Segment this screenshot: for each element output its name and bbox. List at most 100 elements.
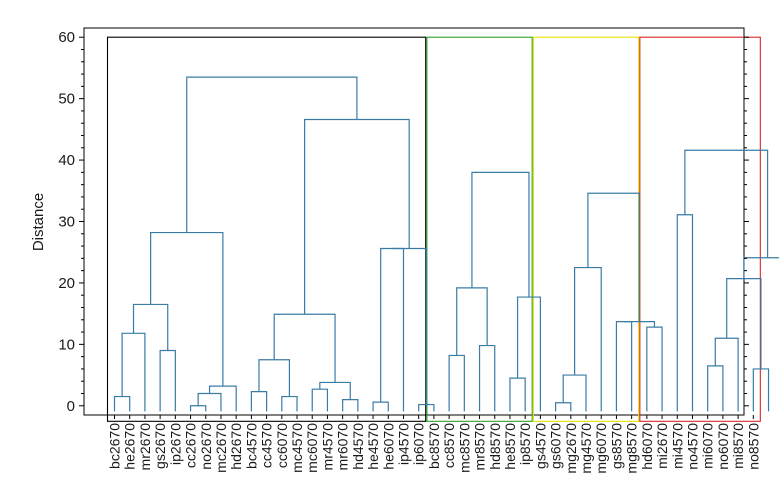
dendrogram-link bbox=[743, 257, 779, 279]
dendrogram-link bbox=[587, 192, 640, 322]
x-axis: bc2670 he2670 mr2670 gs2670 ip2670 cc2670 no26… bbox=[107, 415, 761, 474]
dendrogram-link bbox=[509, 377, 526, 412]
leaf-label: mc4570 bbox=[289, 423, 305, 473]
y-tick-label: 50 bbox=[58, 91, 75, 108]
leaf-label: gs2670 bbox=[152, 423, 168, 469]
dendrogram-link bbox=[516, 296, 541, 412]
dendrogram-link bbox=[392, 247, 427, 405]
dendrogram-link bbox=[752, 368, 770, 412]
leaf-label: hd6070 bbox=[639, 423, 655, 470]
y-tick-label: 30 bbox=[58, 214, 75, 231]
leaf-label: bc4570 bbox=[243, 423, 259, 469]
dendrogram-link bbox=[372, 401, 389, 412]
leaf-label: cc4570 bbox=[259, 423, 275, 468]
leaf-label: he8570 bbox=[502, 423, 518, 470]
dendrogram-link bbox=[615, 321, 633, 412]
dendrogram-link bbox=[186, 76, 358, 233]
dendrogram-link bbox=[311, 388, 329, 412]
leaf-label: mg4570 bbox=[578, 423, 594, 474]
dendrogram-link bbox=[150, 231, 224, 387]
cluster-boxes bbox=[106, 36, 761, 422]
leaf-label: mi4570 bbox=[669, 423, 685, 469]
dendrogram-link bbox=[132, 303, 169, 351]
dendrogram-link bbox=[113, 395, 131, 412]
leaf-label: no4570 bbox=[684, 423, 700, 470]
y-tick-label: 40 bbox=[58, 152, 75, 169]
leaf-label: mr2670 bbox=[137, 423, 153, 471]
y-tick-label: 60 bbox=[58, 29, 75, 46]
dendrogram-link bbox=[418, 403, 435, 412]
dendrogram-link bbox=[319, 381, 351, 400]
leaf-label: mg6070 bbox=[593, 423, 609, 474]
dendrogram-link bbox=[554, 402, 572, 412]
y-axis: 0 10 20 30 40 50 60 bbox=[58, 29, 749, 415]
leaf-label: no6070 bbox=[715, 423, 731, 470]
leaf-label: gs6070 bbox=[548, 423, 564, 469]
leaf-label: mc6070 bbox=[304, 423, 320, 473]
dendrogram-branches bbox=[113, 76, 779, 412]
dendrogram-link bbox=[684, 149, 769, 258]
cluster-box bbox=[106, 36, 427, 422]
leaf-label: hd4570 bbox=[350, 423, 366, 470]
leaf-label: mg8570 bbox=[624, 423, 640, 474]
dendrogram-link bbox=[281, 395, 298, 412]
leaf-label: ip6070 bbox=[411, 423, 427, 465]
dendrogram-link bbox=[258, 359, 291, 397]
cluster-box bbox=[426, 36, 533, 422]
leaf-label: he2670 bbox=[122, 423, 138, 470]
dendrogram-link bbox=[707, 365, 724, 412]
leaf-label: mc8570 bbox=[456, 423, 472, 473]
dendrogram-link bbox=[121, 332, 146, 412]
dendrogram-link bbox=[478, 344, 496, 412]
y-tick-label: 20 bbox=[58, 275, 75, 292]
dendrogram-link bbox=[189, 405, 207, 412]
leaf-label: cc6070 bbox=[274, 423, 290, 468]
leaf-label: hd8570 bbox=[487, 423, 503, 470]
plot-frame bbox=[83, 27, 745, 416]
leaf-label: ip8570 bbox=[517, 423, 533, 465]
dendrogram-link bbox=[197, 392, 222, 412]
dendrogram-link bbox=[304, 118, 410, 315]
dendrogram-link bbox=[250, 391, 268, 412]
dendrogram-link bbox=[562, 374, 587, 412]
leaf-label: mi2670 bbox=[654, 423, 670, 469]
y-tick-label: 0 bbox=[67, 398, 75, 415]
leaf-label: mi6070 bbox=[700, 423, 716, 469]
leaf-label: ip4570 bbox=[395, 423, 411, 465]
y-tick-label: 10 bbox=[58, 336, 75, 353]
leaf-label: hd2670 bbox=[228, 423, 244, 470]
cluster-box bbox=[532, 36, 640, 422]
leaf-label: he6070 bbox=[380, 423, 396, 470]
dendrogram-link bbox=[448, 354, 465, 412]
cluster-box bbox=[639, 36, 761, 422]
leaf-label: mc2670 bbox=[213, 423, 229, 473]
leaf-label: no2670 bbox=[198, 423, 214, 470]
dendrogram-link bbox=[208, 385, 237, 412]
leaf-label: mr6070 bbox=[335, 423, 351, 471]
y-axis-label: Distance bbox=[30, 193, 47, 251]
leaf-label: bc2670 bbox=[107, 423, 123, 469]
leaf-label: gs8570 bbox=[608, 423, 624, 469]
dendrogram-link bbox=[471, 171, 530, 298]
leaf-label: cc8570 bbox=[441, 423, 457, 468]
dendrogram-link bbox=[380, 247, 405, 412]
leaf-label: mr4570 bbox=[319, 423, 335, 471]
dendrogram-link bbox=[676, 214, 694, 412]
dendrogram-link bbox=[159, 349, 176, 412]
leaf-label: he4570 bbox=[365, 423, 381, 470]
leaf-label: mr8570 bbox=[472, 423, 488, 471]
leaf-label: gs4570 bbox=[532, 423, 548, 469]
dendrogram-link bbox=[624, 321, 656, 328]
leaf-label: bc8570 bbox=[426, 423, 442, 469]
dendrogram-link bbox=[273, 313, 336, 383]
leaf-label: no8570 bbox=[745, 423, 761, 470]
leaf-label: mi8570 bbox=[730, 423, 746, 469]
dendrogram-link bbox=[574, 266, 602, 412]
leaf-label: ip2670 bbox=[167, 423, 183, 465]
dendrogram-link bbox=[646, 326, 663, 412]
dendrogram-link bbox=[714, 337, 739, 412]
leaf-label: mg2670 bbox=[563, 423, 579, 474]
dendrogram-link bbox=[342, 399, 359, 412]
leaf-label: cc2670 bbox=[183, 423, 199, 468]
